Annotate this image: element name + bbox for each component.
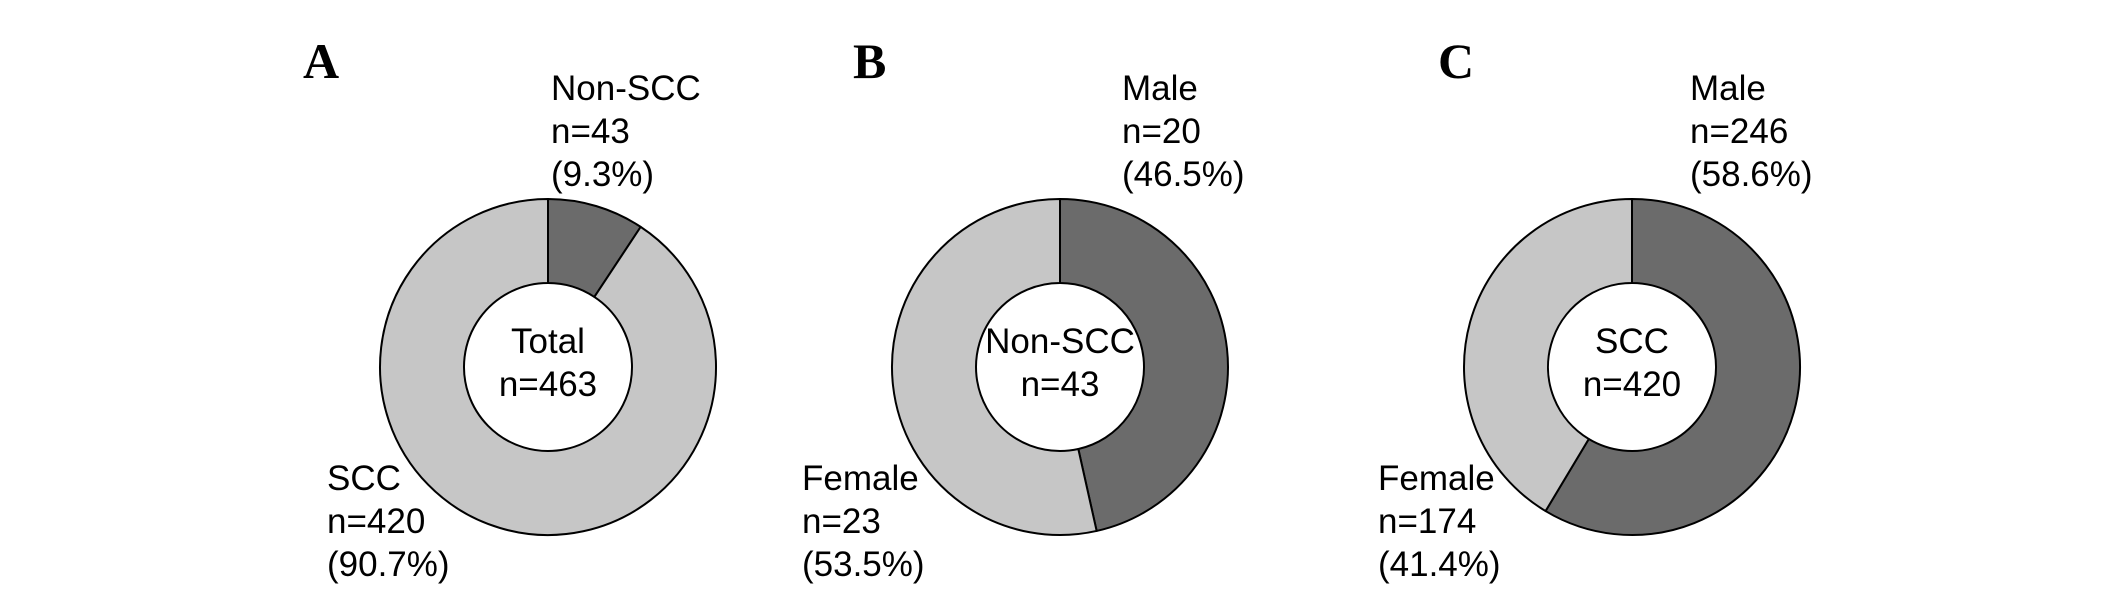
- hole-label-line: Total: [511, 322, 585, 361]
- slice-label-line: n=174: [1378, 502, 1477, 541]
- slice-label-line: Non-SCC: [551, 69, 701, 108]
- hole-label-line: SCC: [1595, 322, 1669, 361]
- donut-slice-scc: [379, 198, 717, 536]
- slice-label-c-male: Male n=246 (58.6%): [1690, 67, 1813, 196]
- panel-letter-c: C: [1438, 33, 1475, 89]
- slice-label-line: (90.7%): [327, 545, 450, 584]
- hole-label-line: n=420: [1582, 365, 1682, 404]
- slice-label-b-male: Male n=20 (46.5%): [1122, 67, 1245, 196]
- slice-label-a-scc: SCC n=420 (90.7%): [327, 457, 450, 586]
- slice-label-line: n=420: [327, 502, 426, 541]
- slice-label-line: SCC: [327, 459, 401, 498]
- donut-slice-male: [1544, 198, 1801, 536]
- donut-slice-female: [891, 198, 1098, 536]
- slice-label-line: Female: [1378, 459, 1495, 498]
- slice-label-line: Male: [1122, 69, 1198, 108]
- hole-label-line: n=43: [1020, 365, 1100, 404]
- slice-label-line: (9.3%): [551, 155, 655, 194]
- donut-slice-female: [1463, 198, 1633, 513]
- donut-slice-male: [1059, 198, 1229, 532]
- slice-label-line: n=43: [551, 112, 630, 151]
- slice-label-line: n=23: [802, 502, 881, 541]
- slice-label-line: Male: [1690, 69, 1766, 108]
- slice-label-c-female: Female n=174 (41.4%): [1378, 457, 1501, 586]
- donut-chart-b: [891, 198, 1229, 536]
- donut-hole-label-c: SCC n=420: [1502, 320, 1762, 406]
- slice-label-line: (41.4%): [1378, 545, 1501, 584]
- slice-label-line: n=20: [1122, 112, 1201, 151]
- panel-letter-b: B: [853, 33, 887, 89]
- hole-label-line: n=463: [498, 365, 598, 404]
- donut-chart-c: [1463, 198, 1801, 536]
- donut-hole-label-b: Non-SCC n=43: [930, 320, 1190, 406]
- slice-label-line: n=246: [1690, 112, 1789, 151]
- slice-label-line: (53.5%): [802, 545, 925, 584]
- slice-label-line: (58.6%): [1690, 155, 1813, 194]
- slice-label-b-female: Female n=23 (53.5%): [802, 457, 925, 586]
- donut-chart-a: [379, 198, 717, 536]
- slice-label-line: (46.5%): [1122, 155, 1245, 194]
- hole-label-line: Non-SCC: [985, 322, 1135, 361]
- donut-hole-label-a: Total n=463: [418, 320, 678, 406]
- panel-letter-a: A: [303, 33, 340, 89]
- slice-label-line: Female: [802, 459, 919, 498]
- slice-label-a-nonscc: Non-SCC n=43 (9.3%): [551, 67, 701, 196]
